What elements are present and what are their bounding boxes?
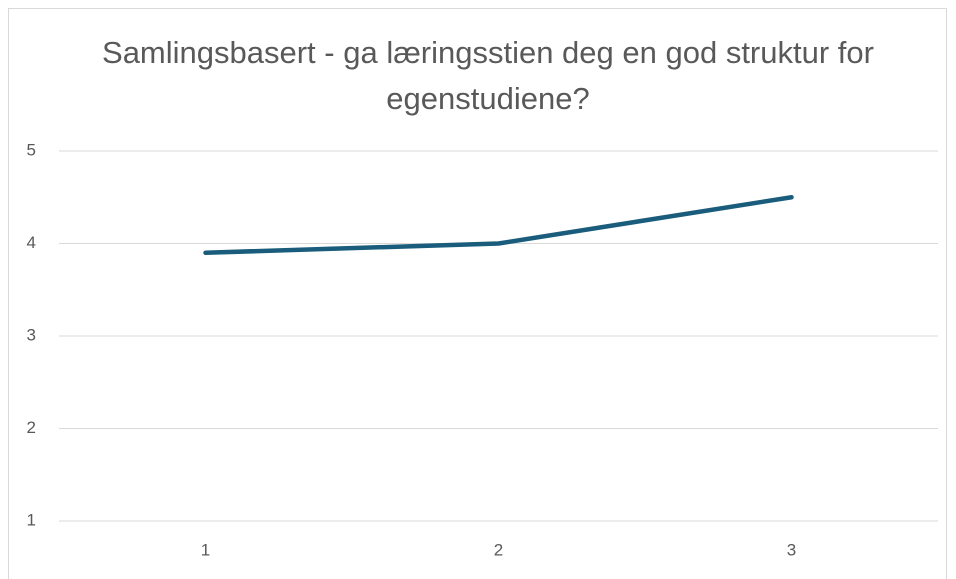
x-tick-label: 2: [494, 540, 503, 559]
series-line: [203, 195, 794, 255]
y-tick-label: 2: [27, 418, 36, 437]
y-tick-label: 5: [27, 140, 36, 159]
x-tick-label: 3: [787, 540, 796, 559]
y-tick-label: 1: [27, 510, 36, 529]
x-tick-label: 1: [201, 540, 210, 559]
y-tick-label: 4: [27, 233, 36, 252]
y-tick-label: 3: [27, 325, 36, 344]
chart-title: Samlingsbasert - ga læringsstien deg en …: [102, 35, 874, 116]
chart-frame: [8, 8, 947, 579]
